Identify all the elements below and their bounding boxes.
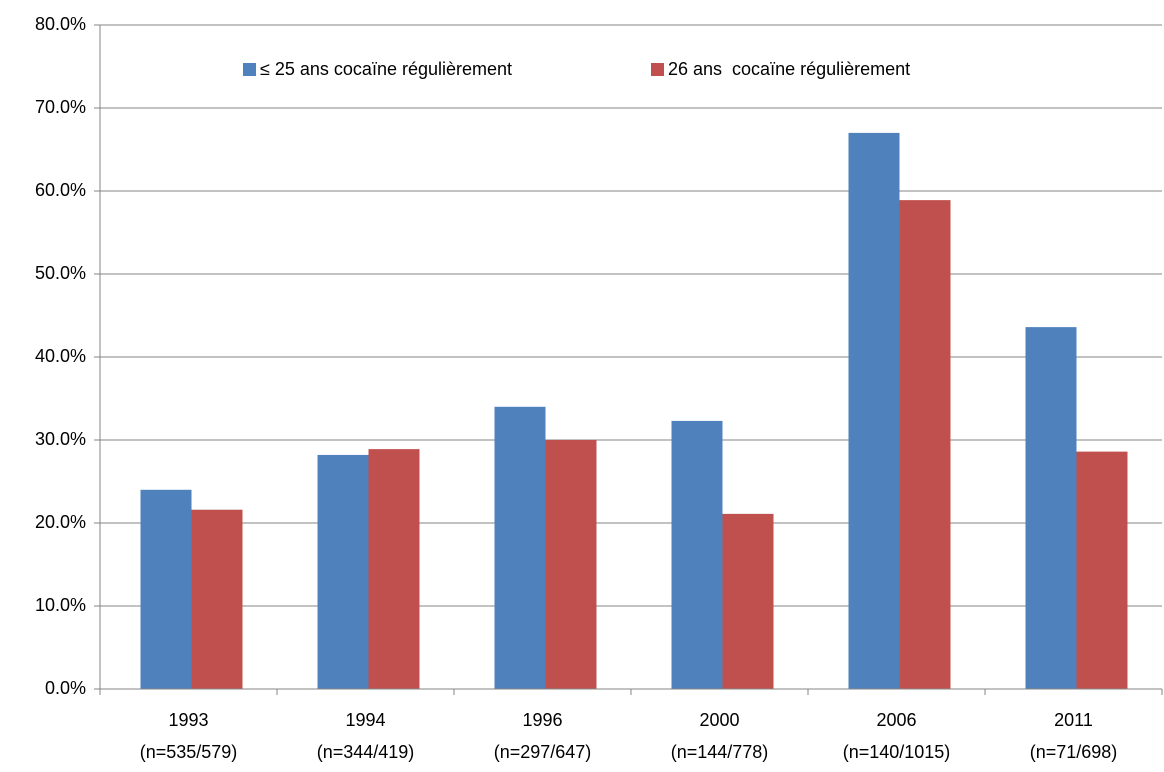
- y-tick-label: 0.0%: [45, 678, 86, 698]
- bar: [368, 449, 420, 689]
- x-tick-label: (n=297/647): [494, 742, 592, 762]
- bar: [494, 406, 546, 689]
- x-tick-label: 2000: [699, 710, 739, 730]
- x-tick-label: 1993: [168, 710, 208, 730]
- bar: [671, 420, 723, 689]
- bar: [140, 489, 192, 689]
- y-tick-label: 70.0%: [35, 97, 86, 117]
- bar: [1025, 327, 1077, 689]
- bar: [899, 200, 951, 689]
- x-tick-label: 2006: [876, 710, 916, 730]
- y-tick-label: 30.0%: [35, 429, 86, 449]
- x-tick-label: (n=344/419): [317, 742, 415, 762]
- bar: [1076, 451, 1128, 689]
- x-tick-label: (n=144/778): [671, 742, 769, 762]
- x-tick-label: (n=71/698): [1030, 742, 1118, 762]
- y-tick-label: 60.0%: [35, 180, 86, 200]
- x-tick-label: (n=535/579): [140, 742, 238, 762]
- bar: [848, 132, 900, 689]
- bar: [317, 454, 369, 689]
- legend-swatch: [651, 63, 664, 76]
- x-tick-label: 1996: [522, 710, 562, 730]
- legend-label: ≤ 25 ans cocaïne régulièrement: [260, 59, 512, 79]
- legend-swatch: [243, 63, 256, 76]
- y-tick-label: 40.0%: [35, 346, 86, 366]
- bar: [191, 509, 243, 689]
- y-tick-label: 20.0%: [35, 512, 86, 532]
- x-tick-label: 2011: [1054, 710, 1093, 730]
- y-tick-label: 10.0%: [35, 595, 86, 615]
- y-tick-label: 50.0%: [35, 263, 86, 283]
- bar: [722, 513, 774, 689]
- x-tick-label: 1994: [345, 710, 385, 730]
- x-tick-label: (n=140/1015): [843, 742, 951, 762]
- bar: [545, 440, 597, 689]
- y-tick-label: 80.0%: [35, 14, 86, 34]
- legend-label: 26 ans cocaïne régulièrement: [668, 59, 910, 79]
